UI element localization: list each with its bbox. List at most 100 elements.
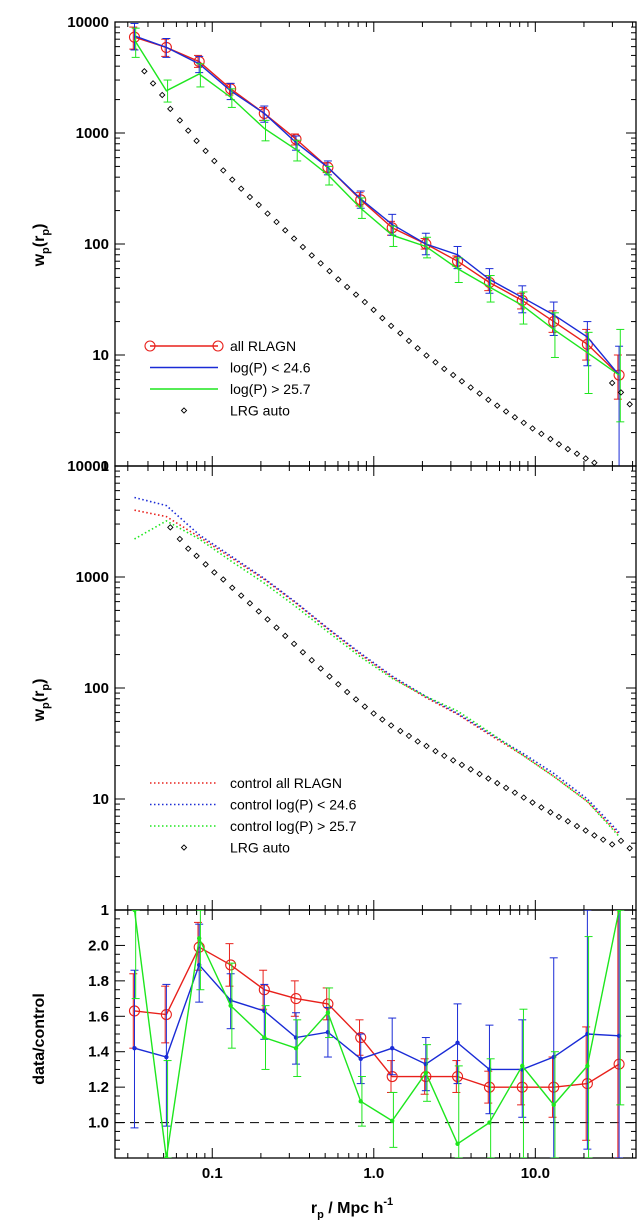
data-point [458, 761, 466, 769]
data-point [264, 616, 271, 623]
data-point [264, 210, 271, 217]
plot-area [134, 496, 633, 852]
data-point [325, 1010, 331, 1015]
data-point [164, 1054, 169, 1060]
data-point [290, 640, 298, 648]
data-point [273, 624, 280, 631]
data-point [299, 648, 307, 656]
legend-label: log(P) > 25.7 [230, 381, 311, 397]
data-point [167, 524, 174, 531]
data-point [317, 260, 324, 267]
series-line [134, 36, 620, 376]
series-control-log-p-24-6 [134, 496, 620, 833]
data-point [229, 176, 236, 183]
legend-marker [180, 407, 188, 414]
data-point [352, 291, 360, 298]
y-tick-label: 2.0 [88, 937, 109, 954]
bottom-ylabel: data/control [31, 993, 48, 1085]
series-line [134, 520, 620, 837]
data-point [255, 608, 262, 615]
data-point [476, 390, 483, 397]
series-log-p-25-7 [131, 27, 625, 423]
data-point [149, 80, 157, 87]
data-point [397, 330, 404, 337]
series-control-all-rlagn [134, 509, 620, 835]
data-point [608, 379, 616, 387]
data-point [432, 747, 439, 755]
data-point [414, 345, 421, 352]
data-point [262, 1035, 267, 1040]
series-lrg-auto [141, 68, 633, 466]
y-tick-label: 1.4 [88, 1044, 110, 1061]
top-ylabel: wp(rp) [31, 224, 52, 268]
data-point [591, 832, 598, 839]
panel-bottom: 1.0 1.2 1.4 1.6 1.8 2.0 0.1 1.0 10.0 [88, 909, 637, 1182]
data-point [361, 703, 369, 710]
y-tick-label: 100 [84, 680, 109, 697]
y-tick-label: 10000 [67, 458, 109, 475]
data-point [573, 822, 581, 830]
data-point [326, 673, 333, 680]
data-point [564, 818, 572, 825]
data-point [405, 732, 413, 740]
data-point [317, 665, 324, 672]
legend-label: LRG auto [230, 840, 290, 856]
series-line [133, 39, 620, 376]
legend-marker [212, 340, 224, 352]
series-line [134, 509, 620, 835]
data-point [520, 419, 527, 427]
data-point [397, 727, 404, 735]
data-point [555, 441, 563, 448]
y-tick-label: 1 [101, 902, 109, 919]
data-point [485, 396, 492, 404]
data-point [423, 1070, 429, 1076]
plot-frame [114, 465, 637, 911]
data-point [423, 352, 430, 359]
legend-marker [180, 844, 188, 851]
middle-ylabel: wp(rp) [31, 679, 52, 723]
y-tick-label: 1.0 [88, 1115, 109, 1132]
data-point [582, 455, 589, 462]
plot-frame [114, 909, 637, 1159]
panel-top: 1 10 100 1000 10000 all RLAGN log(P) < 24.6 log… [67, 14, 637, 475]
data-point [387, 322, 395, 330]
data-point [237, 592, 245, 599]
plot-area [128, 22, 633, 466]
legend-label: control log(P) < 24.6 [230, 797, 357, 813]
data-point [458, 378, 466, 385]
data-point [193, 552, 200, 560]
data-point [281, 227, 289, 234]
data-point [335, 276, 342, 283]
series-lrg-auto [167, 524, 633, 852]
legend-label: all RLAGN [230, 338, 296, 354]
data-point [193, 137, 200, 145]
data-point [358, 1056, 363, 1062]
legend: control all RLAGN control log(P) < 24.6 co… [150, 775, 357, 856]
data-point [379, 314, 386, 322]
legend-label: log(P) < 24.6 [230, 360, 311, 376]
data-point [326, 267, 333, 275]
series-log-p-25-7 [131, 910, 625, 1158]
data-point [358, 1099, 363, 1104]
data-point [520, 794, 527, 801]
data-point [599, 836, 607, 843]
data-point [352, 696, 360, 703]
data-point [387, 722, 395, 729]
data-point [290, 993, 302, 1005]
data-point [502, 784, 510, 792]
series-all-rlagn [128, 26, 625, 400]
data-point [441, 365, 448, 373]
data-point [202, 147, 209, 155]
data-point [626, 401, 633, 408]
data-point [414, 738, 421, 745]
y-tick-label: 10000 [67, 14, 109, 31]
data-point [273, 218, 280, 226]
series-line [134, 963, 620, 1071]
data-point [211, 157, 218, 165]
data-point [184, 127, 192, 134]
legend: all RLAGN log(P) < 24.6 log(P) > 25.7 LRG a… [144, 338, 311, 419]
data-point [164, 1155, 169, 1158]
data-point [132, 910, 137, 913]
